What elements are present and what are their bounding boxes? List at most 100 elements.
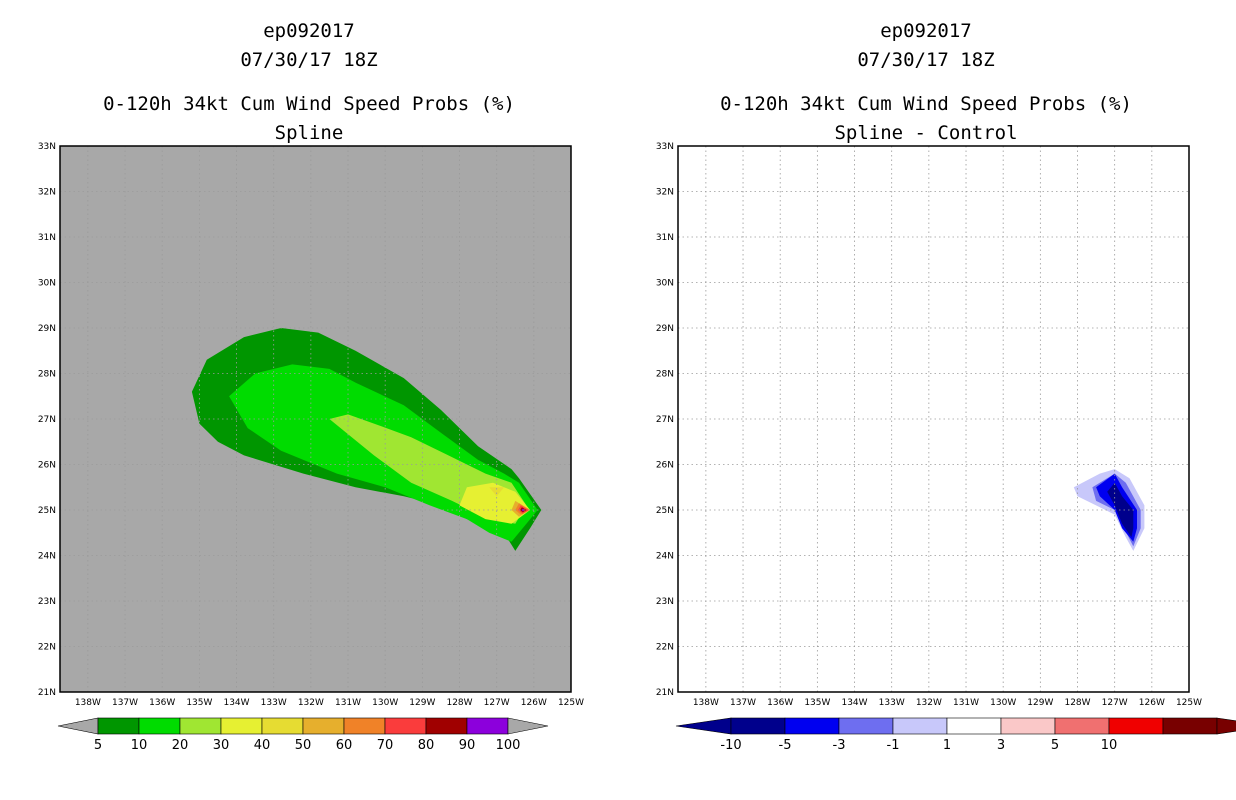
left-colorbar-box	[261, 717, 304, 735]
left-colorbar-label: 60	[336, 738, 353, 753]
left-gridlines	[60, 146, 571, 692]
left-colorbar-box	[384, 717, 427, 735]
left-y-tick-label: 21N	[38, 688, 56, 698]
left-y-tick-label: 33N	[38, 142, 56, 152]
right-panel: ep092017 07/30/17 18Z 0-120h 34kt Cum Wi…	[656, 20, 1236, 753]
left-title-line-1: ep092017	[263, 20, 355, 42]
right-colorbar-box	[892, 717, 948, 735]
right-y-tick-label: 32N	[656, 188, 674, 198]
left-x-tick-label: 137W	[112, 698, 138, 708]
left-x-tick-label: 131W	[335, 698, 361, 708]
left-contour-region	[521, 508, 525, 512]
right-contour-fills	[1073, 469, 1145, 551]
left-x-tick-label: 128W	[446, 698, 472, 708]
right-colorbar-box	[1108, 717, 1164, 735]
left-colorbar-label: 70	[377, 738, 394, 753]
left-y-tick-label: 22N	[38, 643, 56, 653]
right-y-tick-label: 29N	[656, 324, 674, 334]
left-contour-region	[459, 482, 531, 524]
left-y-tick-label: 31N	[38, 233, 56, 243]
left-x-tick-label: 125W	[558, 698, 584, 708]
right-gridlines	[678, 146, 1189, 692]
left-contour-region	[489, 487, 505, 497]
right-colorbar-over-triangle	[1216, 717, 1236, 735]
left-x-tick-label: 133W	[261, 698, 287, 708]
right-plot-frame	[677, 145, 1190, 693]
right-x-tick-label: 135W	[804, 698, 830, 708]
right-colorbar-box	[946, 717, 1002, 735]
right-colorbar-label: -3	[833, 738, 846, 753]
left-colorbar-under-triangle	[57, 717, 99, 735]
left-x-tick-label: 135W	[186, 698, 212, 708]
left-colorbar-box	[220, 717, 263, 735]
left-title-line-2: 07/30/17 18Z	[240, 49, 377, 71]
right-colorbar-label: -10	[720, 738, 741, 753]
right-x-tick-label: 126W	[1139, 698, 1165, 708]
right-colorbar-box	[1162, 717, 1218, 735]
right-y-tick-label: 22N	[656, 643, 674, 653]
left-x-tick-label: 130W	[372, 698, 398, 708]
right-colorbar-label: -1	[887, 738, 900, 753]
right-colorbar-box	[784, 717, 840, 735]
right-x-tick-label: 129W	[1027, 698, 1053, 708]
left-colorbar-box	[179, 717, 222, 735]
left-colorbar-label: 90	[459, 738, 476, 753]
left-title-line-4: Spline	[275, 122, 344, 144]
right-title-line-2: 07/30/17 18Z	[857, 49, 994, 71]
right-y-tick-labels: 21N 22N 23N 24N 25N 26N 27N 28N 29N 30N 31N 32N 33N	[656, 142, 674, 698]
right-y-tick-label: 21N	[656, 688, 674, 698]
left-colorbar-box	[343, 717, 386, 735]
right-colorbar-label: 1	[943, 738, 951, 753]
left-colorbar-box	[302, 717, 345, 735]
right-colorbar-box	[1054, 717, 1110, 735]
right-x-tick-label: 138W	[693, 698, 719, 708]
left-panel: ep092017 07/30/17 18Z 0-120h 34kt Cum Wi…	[38, 20, 584, 753]
left-x-tick-label: 134W	[223, 698, 249, 708]
right-title-line-4: Spline - Control	[834, 122, 1017, 144]
left-x-tick-label: 129W	[409, 698, 435, 708]
left-colorbar-over-triangle	[507, 717, 549, 735]
right-colorbar-label: 5	[1051, 738, 1059, 753]
right-y-tick-label: 30N	[656, 279, 674, 289]
left-colorbar-label: 20	[172, 738, 189, 753]
left-plot-frame	[59, 145, 572, 693]
right-x-tick-label: 133W	[879, 698, 905, 708]
left-y-tick-label: 28N	[38, 370, 56, 380]
left-colorbar-box	[466, 717, 509, 735]
left-x-tick-label: 136W	[149, 698, 175, 708]
left-y-tick-label: 29N	[38, 324, 56, 334]
left-colorbar-label: 80	[418, 738, 435, 753]
left-colorbar	[57, 717, 549, 735]
right-x-tick-label: 136W	[767, 698, 793, 708]
right-x-tick-label: 134W	[841, 698, 867, 708]
right-x-tick-labels: 138W 137W 136W 135W 134W 133W 132W 131W 130W 129W…	[693, 698, 1202, 708]
right-colorbar-label: 10	[1101, 738, 1118, 753]
left-y-tick-label: 25N	[38, 506, 56, 516]
left-y-tick-labels: 21N 22N 23N 24N 25N 26N 27N 28N 29N 30N 31N 32N 33N	[38, 142, 56, 698]
right-colorbar-under-triangle	[675, 717, 732, 735]
left-y-tick-label: 26N	[38, 461, 56, 471]
right-y-tick-label: 33N	[656, 142, 674, 152]
right-y-tick-label: 24N	[656, 552, 674, 562]
right-plot-background	[678, 146, 1189, 692]
left-colorbar-label: 40	[254, 738, 271, 753]
right-y-tick-label: 27N	[656, 415, 674, 425]
right-colorbar-label: -5	[779, 738, 792, 753]
right-y-tick-label: 26N	[656, 461, 674, 471]
right-y-tick-label: 28N	[656, 370, 674, 380]
left-colorbar-box	[97, 717, 140, 735]
left-x-tick-label: 138W	[75, 698, 101, 708]
left-y-tick-label: 30N	[38, 279, 56, 289]
right-colorbar-box	[730, 717, 786, 735]
right-colorbar-box	[838, 717, 894, 735]
left-y-tick-label: 32N	[38, 188, 56, 198]
left-x-tick-label: 132W	[298, 698, 324, 708]
right-x-tick-label: 127W	[1102, 698, 1128, 708]
right-colorbar-box	[1000, 717, 1056, 735]
right-y-tick-label: 25N	[656, 506, 674, 516]
right-colorbar	[675, 717, 1236, 735]
left-x-tick-label: 126W	[521, 698, 547, 708]
right-x-tick-label: 132W	[916, 698, 942, 708]
left-colorbar-label: 50	[295, 738, 312, 753]
